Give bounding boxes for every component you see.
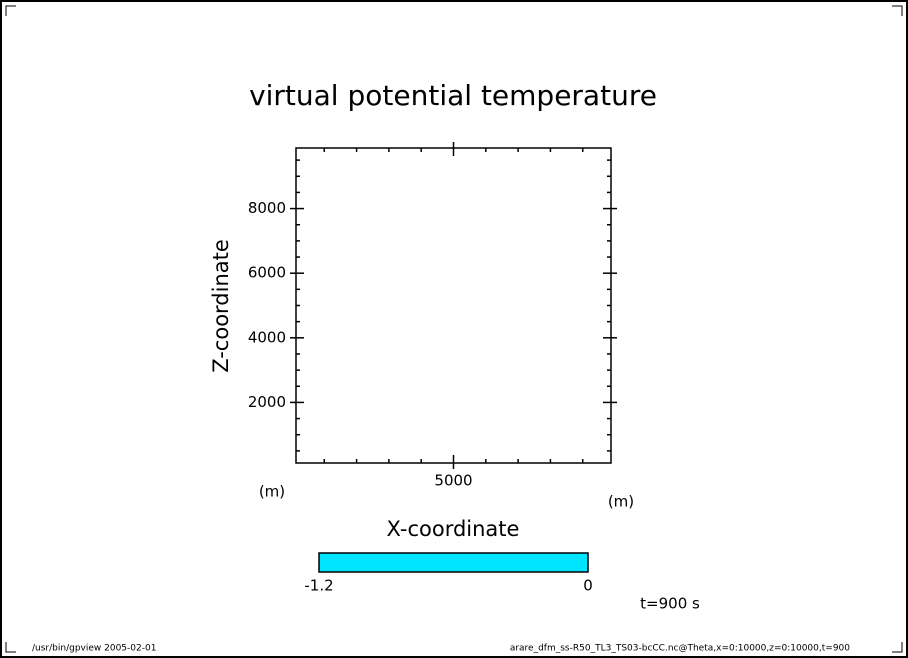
y-tick-label: 2000 [248, 393, 286, 411]
colorbar [318, 552, 589, 573]
plot-frame [295, 147, 612, 464]
y-tick-label: 6000 [248, 264, 286, 282]
colorbar-label: 0 [583, 577, 593, 595]
colorbar-label: -1.2 [304, 577, 333, 595]
x-axis-label: X-coordinate [387, 517, 520, 541]
y-unit: (m) [259, 483, 285, 501]
y-axis-label: Z-coordinate [209, 239, 233, 373]
chart-title: virtual potential temperature [249, 79, 657, 112]
y-tick-label: 8000 [248, 199, 286, 217]
footer-left: /usr/bin/gpview 2005-02-01 [32, 644, 156, 654]
y-tick-label: 4000 [248, 328, 286, 346]
corner-marks [5, 5, 903, 653]
footer-right: arare_dfm_ss-R50_TL3_TS03-bcCC.nc@Theta,… [510, 644, 850, 654]
time-label: t=900 s [640, 595, 700, 613]
x-tick-label: 5000 [434, 472, 472, 490]
x-unit: (m) [608, 493, 634, 511]
